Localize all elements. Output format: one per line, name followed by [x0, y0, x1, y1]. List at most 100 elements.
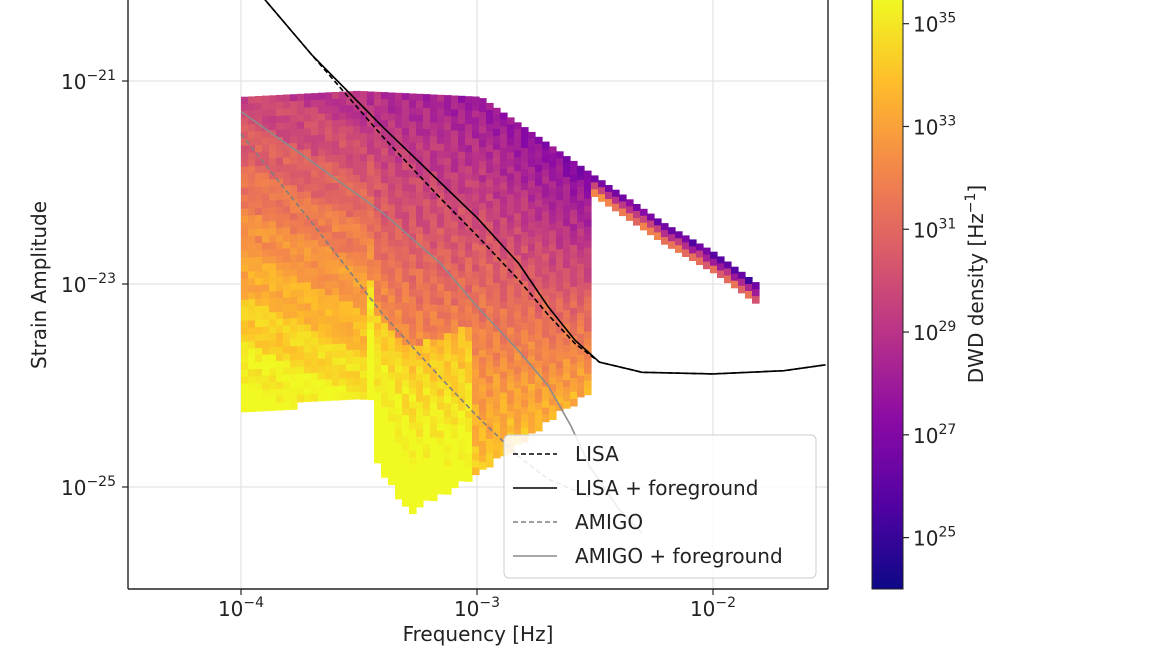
heatmap-cell [682, 242, 690, 250]
heatmap-cell [626, 213, 634, 221]
heatmap-cell [528, 418, 536, 427]
heatmap-cell [612, 203, 620, 212]
heatmap-cell [507, 229, 515, 237]
heatmap-cell [353, 363, 361, 372]
heatmap-cell [493, 170, 501, 179]
heatmap-cell [276, 297, 284, 306]
heatmap-cell [318, 211, 326, 220]
heatmap-cell [381, 190, 389, 198]
heatmap-cell [549, 335, 557, 343]
heatmap-cell [528, 313, 536, 322]
heatmap-cell [346, 308, 354, 316]
heatmap-cell [241, 103, 249, 112]
heatmap-cell [479, 301, 487, 309]
heatmap-cell [563, 261, 571, 269]
heatmap-cell [381, 351, 389, 359]
heatmap-cell [374, 182, 382, 191]
heatmap-cell [535, 178, 543, 187]
heatmap-cell [451, 354, 459, 363]
heatmap-cell [493, 373, 501, 382]
heatmap-cell [388, 176, 396, 185]
heatmap-cell [437, 185, 445, 194]
heatmap-cell [556, 221, 564, 229]
heatmap-cell [311, 261, 319, 269]
heatmap-cell [570, 272, 578, 281]
heatmap-cell [304, 121, 312, 129]
heatmap-cell [570, 244, 578, 253]
heatmap-cell [381, 302, 389, 310]
heatmap-cell [395, 302, 403, 311]
heatmap-cell [269, 277, 277, 285]
heatmap-cell [255, 250, 263, 258]
heatmap-cell [290, 157, 298, 165]
heatmap-cell [521, 225, 529, 233]
heatmap-cell [304, 219, 312, 227]
heatmap-cell [507, 236, 515, 244]
heatmap-cell [675, 231, 683, 239]
heatmap-cell [353, 335, 361, 344]
heatmap-cell [745, 277, 753, 285]
heatmap-cell [556, 172, 564, 180]
heatmap-cell [346, 378, 354, 386]
heatmap-cell [423, 213, 431, 221]
heatmap-cell [241, 201, 249, 210]
heatmap-cell [486, 354, 494, 363]
heatmap-cell [381, 323, 389, 331]
heatmap-cell [248, 208, 256, 216]
heatmap-cell [500, 112, 508, 121]
heatmap-cell [465, 138, 473, 146]
heatmap-cell [570, 307, 578, 316]
heatmap-cell [507, 425, 515, 433]
heatmap-cell [458, 207, 466, 216]
heatmap-cell [248, 257, 256, 265]
heatmap-cell [262, 326, 270, 335]
heatmap-cell [346, 238, 354, 246]
heatmap-cell [577, 242, 585, 251]
heatmap-cell [528, 215, 536, 224]
heatmap-cell [367, 357, 375, 366]
heatmap-cell [437, 192, 445, 201]
heatmap-cell [430, 276, 438, 285]
heatmap-cell [409, 240, 417, 249]
x-axis-label: Frequency [Hz] [403, 622, 554, 646]
heatmap-cell [430, 444, 438, 453]
heatmap-cell [367, 343, 375, 352]
heatmap-cell [311, 170, 319, 178]
heatmap-cell [360, 378, 368, 386]
heatmap-cell [262, 298, 270, 307]
heatmap-cell [262, 305, 270, 314]
colorbar-tick-label: 1025 [913, 525, 956, 551]
heatmap-cell [521, 302, 529, 310]
heatmap-cell [255, 159, 263, 167]
heatmap-cell [374, 413, 382, 422]
heatmap-cell [584, 205, 592, 214]
heatmap-cell [395, 232, 403, 241]
heatmap-cell [346, 196, 354, 204]
heatmap-cell [423, 332, 431, 340]
heatmap-cell [283, 234, 291, 243]
heatmap-cell [269, 305, 277, 313]
heatmap-cell [563, 310, 571, 318]
heatmap-cell [507, 138, 515, 146]
heatmap-cell [514, 262, 522, 270]
heatmap-cell [458, 221, 466, 230]
heatmap-cell [528, 145, 536, 154]
heatmap-cell [297, 212, 305, 221]
heatmap-cell [360, 112, 368, 120]
heatmap-cell [276, 150, 284, 159]
heatmap-cell [584, 247, 592, 256]
heatmap-cell [346, 231, 354, 239]
heatmap-cell [570, 370, 578, 379]
heatmap-cell [318, 267, 326, 276]
heatmap-cell [269, 144, 277, 152]
heatmap-cell [444, 158, 452, 166]
series-line-lisa [264, 0, 826, 375]
heatmap-cell [290, 220, 298, 228]
heatmap-cell [521, 218, 529, 226]
heatmap-cell [304, 359, 312, 367]
heatmap-cell [570, 258, 578, 267]
heatmap-cell [388, 197, 396, 206]
heatmap-cell [255, 138, 263, 146]
heatmap-cell [563, 184, 571, 192]
heatmap-cell [304, 247, 312, 255]
